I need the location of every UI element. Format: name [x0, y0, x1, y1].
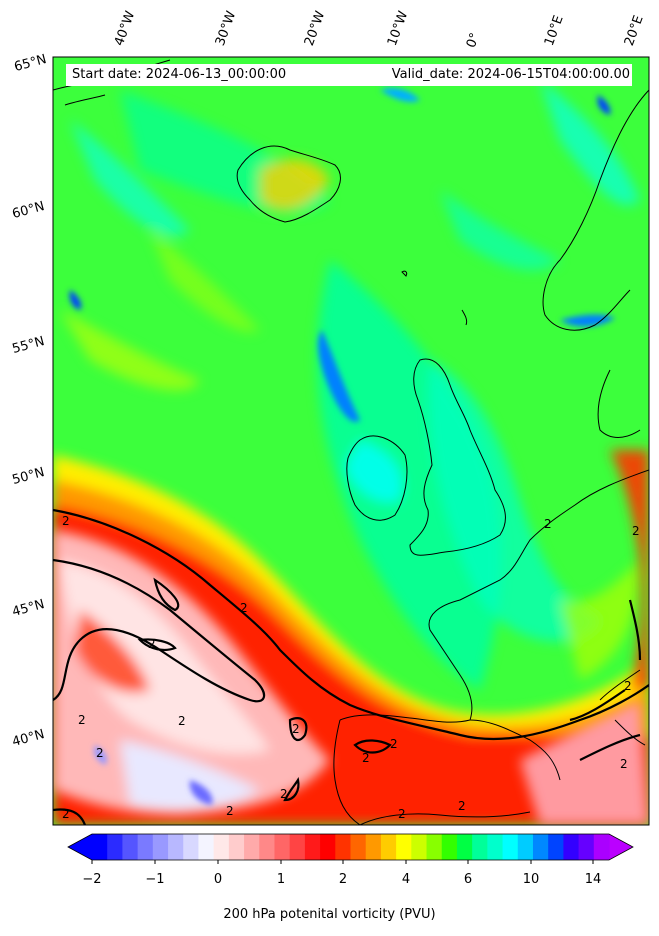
colorbar-swatch [426, 834, 443, 860]
colorbar-swatch [532, 834, 549, 860]
colorbar-swatch [168, 834, 184, 860]
colorbar-swatch [548, 834, 564, 860]
colorbar-tick: −2 [82, 872, 102, 887]
colorbar-swatch [320, 834, 336, 860]
colorbar-swatch [274, 834, 291, 860]
colorbar-swatch [502, 834, 519, 860]
colorbar-swatch [92, 834, 108, 860]
colorbar-swatch [472, 834, 488, 860]
contour-labels: 2 2 2 2 2 2 2 2 2 2 2 2 2 2 2 2 2 2 [62, 514, 640, 821]
contour-label: 2 [292, 722, 300, 736]
contour-label: 2 [280, 787, 288, 801]
colorbar-swatch [244, 834, 260, 860]
colorbar [67, 833, 634, 864]
contour-label: 2 [78, 713, 86, 727]
colorbar-swatch [228, 834, 245, 860]
colorbar-swatch [183, 834, 200, 860]
colorbar-swatch [259, 834, 276, 860]
colorbar-extend-max [609, 834, 633, 860]
colorbar-tick: 1 [276, 872, 286, 887]
coastlines [53, 59, 649, 825]
colorbar-swatch [456, 834, 473, 860]
contour-label: 2 [632, 524, 640, 538]
contour-label: 2 [390, 737, 398, 751]
colorbar-tick: 10 [522, 872, 540, 887]
colorbar-label: 200 hPa potenital vorticity (PVU) [223, 907, 436, 922]
colorbar-swatch [350, 834, 367, 860]
colorbar-swatch [380, 834, 397, 860]
contour-label: 2 [544, 517, 552, 531]
contour-label: 2 [620, 757, 628, 771]
start-date: Start date: 2024-06-13_00:00:00 [72, 67, 287, 82]
pv-2-contours [53, 508, 649, 825]
contour-label: 2 [148, 637, 156, 651]
contour-label: 2 [96, 746, 104, 760]
colorbar-swatch [213, 834, 230, 860]
contour-label: 2 [62, 514, 70, 528]
colorbar-swatch [137, 834, 154, 860]
contour-label: 2 [362, 751, 370, 765]
colorbar-swatch [517, 834, 534, 860]
colorbar-tick: 4 [401, 872, 411, 887]
colorbar-swatch [289, 834, 306, 860]
colorbar-swatch [593, 834, 610, 860]
contour-label: 2 [398, 807, 406, 821]
date-header: Start date: 2024-06-13_00:00:00 Valid_da… [66, 64, 632, 86]
colorbar-swatch [122, 834, 139, 860]
colorbar-tick: 14 [584, 872, 602, 887]
colorbar-tick: 6 [463, 872, 473, 887]
contour-label: 2 [62, 807, 70, 821]
contour-label: 2 [226, 804, 234, 818]
contour-label: 2 [178, 714, 186, 728]
colorbar-swatch [411, 834, 428, 860]
colorbar-swatch [563, 834, 580, 860]
colorbar-tick: 2 [338, 872, 348, 887]
pv-field [53, 57, 649, 825]
colorbar-swatch [578, 834, 595, 860]
colorbar-extend-min [68, 834, 92, 860]
colorbar-swatch [396, 834, 412, 860]
colorbar-tick: −1 [145, 872, 165, 887]
valid-date: Valid_date: 2024-06-15T04:00:00.00 [391, 67, 630, 82]
colorbar-swatch [365, 834, 382, 860]
colorbar-swatch [107, 834, 124, 860]
colorbar-swatch [441, 834, 458, 860]
colorbar-swatch [335, 834, 352, 860]
colorbar-swatch [487, 834, 504, 860]
map-frame [52, 56, 650, 826]
colorbar-swatch [152, 834, 169, 860]
contour-label: 2 [624, 679, 632, 693]
colorbar-swatch [304, 834, 321, 860]
colorbar-swatch [198, 834, 215, 860]
contour-label: 2 [458, 799, 466, 813]
colorbar-tick: 0 [213, 872, 223, 887]
contour-label: 2 [240, 601, 248, 615]
